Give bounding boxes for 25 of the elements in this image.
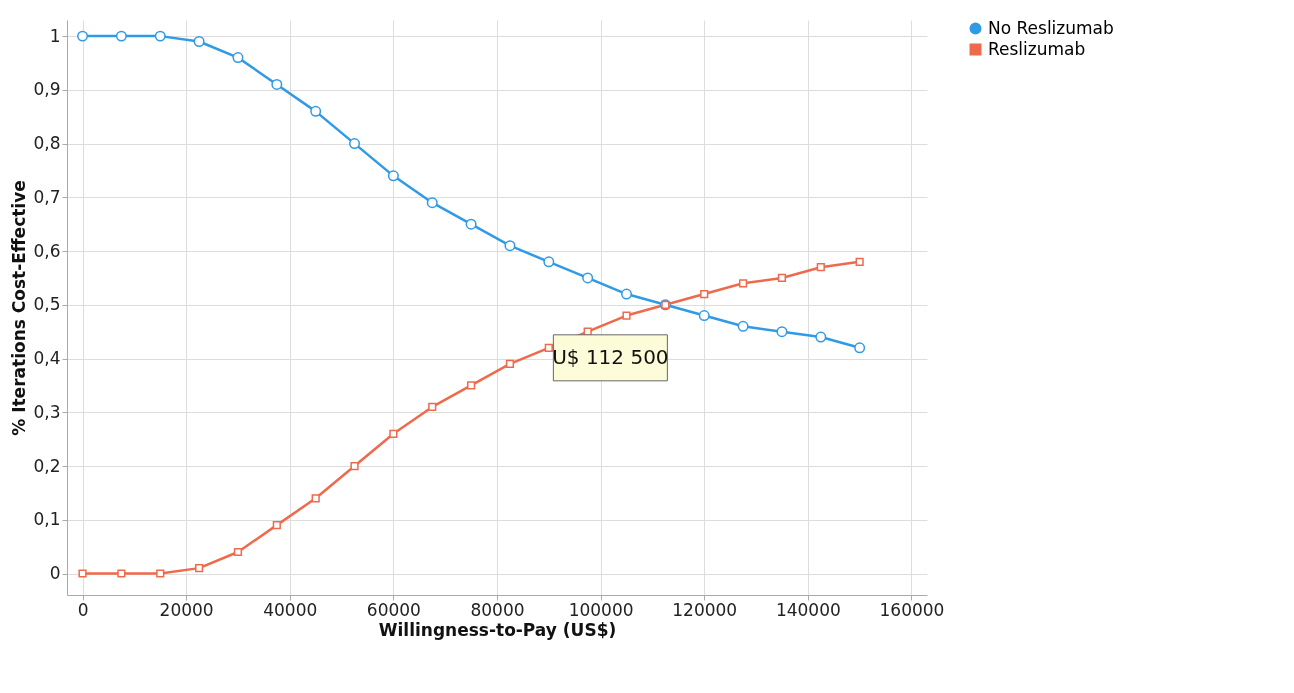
x-tick-label: 20000 [159,599,214,620]
y-tick-label: 0,3 [33,401,61,422]
x-tick-label: 160000 [879,599,945,620]
legend-label: No Reslizumab [988,17,1114,38]
y-tick-label: 0,2 [33,455,61,476]
x-tick-label: 100000 [568,599,634,620]
annotation: U$ 112 500 [552,344,669,369]
x-tick-label: 40000 [263,599,318,620]
x-tick-label: 0 [77,599,89,620]
x-tick-label: 120000 [672,599,738,620]
y-tick-label: 0,4 [33,348,61,369]
y-tick-label: 0,5 [33,294,61,315]
y-tick-label: 0,6 [33,240,61,261]
x-tick-label: 80000 [470,599,525,620]
y-tick-label: 0,9 [33,79,61,100]
x-tick-label: 60000 [366,599,421,620]
y-tick-label: 0,7 [33,186,61,207]
y-tick-label: 1 [49,25,61,46]
y-axis-title: % Iterations Cost-Effective [9,180,30,436]
y-tick-label: 0,1 [33,509,61,530]
y-tick-label: 0,8 [33,133,61,154]
x-tick-label: 140000 [775,599,841,620]
legend-label: Reslizumab [988,38,1086,59]
x-axis-title: Willingness-to-Pay (US$) [378,619,617,640]
y-tick-label: 0 [49,563,61,583]
